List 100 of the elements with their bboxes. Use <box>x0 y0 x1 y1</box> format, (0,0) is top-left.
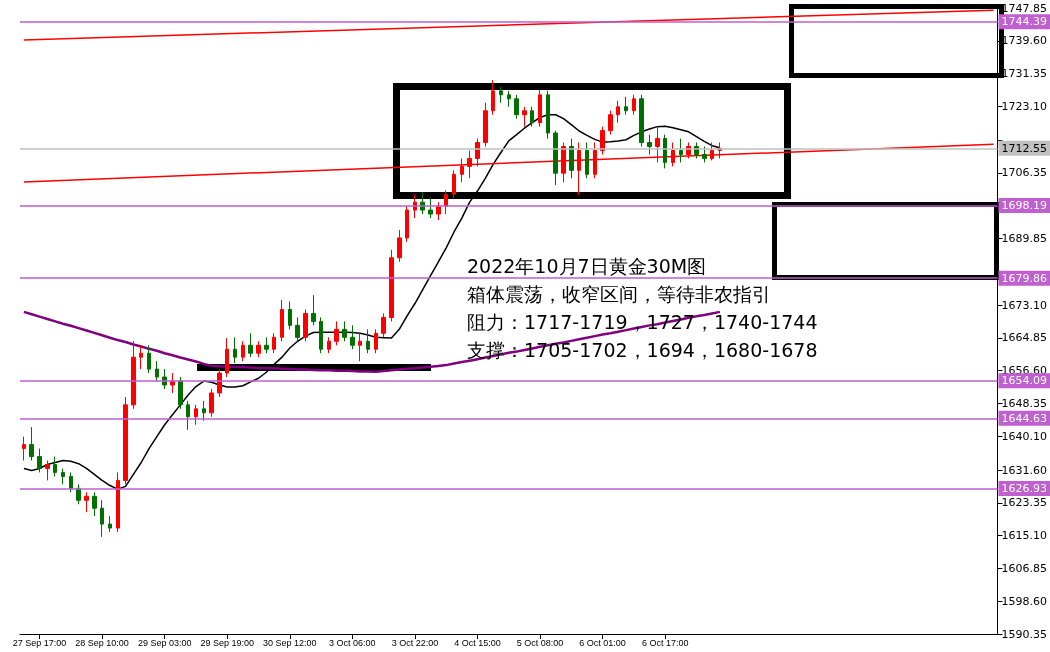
y-tick-label: 1631.60 <box>1001 463 1048 477</box>
ref-line-label: 1712.55 <box>1001 141 1048 155</box>
candlestick <box>29 426 34 462</box>
candlestick <box>428 197 433 219</box>
candlestick <box>92 491 97 517</box>
candlestick <box>342 320 347 342</box>
candlestick <box>225 337 229 378</box>
candlestick <box>295 316 300 342</box>
ref-line-label: 1626.93 <box>1001 482 1048 496</box>
candlestick <box>288 301 292 330</box>
candlestick <box>327 336 331 354</box>
candlestick <box>241 340 245 362</box>
x-tick-label: 30 Sep 12:00 <box>263 637 317 648</box>
candlestick <box>248 332 253 358</box>
candlestick <box>616 100 620 124</box>
candlestick <box>233 336 237 364</box>
candlestick <box>217 368 222 398</box>
candlestick <box>530 106 534 128</box>
candlestick <box>585 142 589 179</box>
candlestick <box>491 79 495 116</box>
y-tick-label: 1606.85 <box>1001 561 1048 575</box>
y-tick-label: 1623.35 <box>1001 496 1048 510</box>
x-tick-label: 29 Sep 03:00 <box>137 637 192 648</box>
candlestick <box>702 146 707 163</box>
annotation: 箱体震荡，收窄区间，等待非农指引 <box>467 282 772 307</box>
y-tick-label: 1706.35 <box>1001 166 1048 180</box>
candlestick <box>22 436 26 462</box>
y-tick-label: 1689.85 <box>1001 232 1048 246</box>
candlestick <box>264 336 269 354</box>
candlestick <box>679 138 683 163</box>
candlestick <box>366 328 370 354</box>
candlestick <box>608 110 613 136</box>
candlestick <box>444 189 448 215</box>
candlestick <box>514 94 519 120</box>
candlestick <box>147 344 151 374</box>
x-tick-label: 28 Sep 10:00 <box>75 637 129 648</box>
candlestick <box>397 229 402 263</box>
candlestick <box>389 249 394 322</box>
candlestick <box>483 102 488 148</box>
x-tick-label: 3 Oct 22:00 <box>391 637 439 648</box>
candlestick <box>280 299 284 342</box>
y-tick-label: 1615.10 <box>1001 529 1048 543</box>
x-tick-label: 3 Oct 06:00 <box>329 637 376 648</box>
candlestick <box>358 332 362 362</box>
candlestick <box>53 456 57 477</box>
candlestick <box>116 471 120 533</box>
candlestick <box>37 448 42 473</box>
candlestick <box>256 340 261 358</box>
candlestick <box>178 376 183 410</box>
candlestick <box>319 316 323 354</box>
y-tick-label: 1664.85 <box>1001 331 1048 345</box>
candlestick <box>639 94 644 148</box>
candlestick <box>131 340 136 410</box>
candlestick <box>194 404 198 426</box>
y-tick-label: 1648.35 <box>1001 396 1048 410</box>
candlestick <box>452 169 456 199</box>
candlestick <box>499 86 503 104</box>
candlestick <box>186 400 190 431</box>
y-tick-label: 1731.35 <box>1001 67 1048 81</box>
ref-line-label: 1679.86 <box>1001 271 1048 285</box>
x-tick-label: 5 Oct 08:00 <box>516 637 564 648</box>
ref-line-label: 1744.39 <box>1001 15 1048 29</box>
y-tick-label: 1590.35 <box>1001 627 1048 641</box>
candlestick <box>522 106 527 128</box>
ref-line-label: 1698.19 <box>1001 198 1048 212</box>
candlestick <box>624 96 628 116</box>
y-tick-label: 1723.10 <box>1001 99 1048 113</box>
candlestick <box>334 320 339 346</box>
y-tick-label: 1747.85 <box>1001 1 1048 15</box>
y-tick-label: 1673.10 <box>1001 298 1048 312</box>
y-tick-label: 1598.60 <box>1001 594 1048 608</box>
candlestick <box>61 467 65 485</box>
candlestick <box>202 400 206 422</box>
candlestick <box>553 130 558 186</box>
x-tick-label: 27 Sep 17:00 <box>12 637 67 648</box>
candlestick <box>311 294 316 326</box>
x-tick-label: 6 Oct 17:00 <box>641 637 689 648</box>
candlestick <box>507 90 511 108</box>
candlestick <box>632 94 636 116</box>
candlestick <box>45 460 50 481</box>
candlestick <box>436 201 441 221</box>
candlestick <box>100 499 104 538</box>
x-tick-label: 4 Oct 15:00 <box>454 637 501 648</box>
candlestick <box>350 324 355 350</box>
candlestick <box>546 90 550 140</box>
candlestick <box>108 515 112 533</box>
candlestick <box>69 471 73 493</box>
candlestick <box>374 328 378 354</box>
candlestick <box>538 89 542 128</box>
candlestick <box>467 149 472 179</box>
candlestick <box>123 396 128 485</box>
candlestick <box>139 344 143 370</box>
candlestick <box>155 360 159 382</box>
candlestick <box>209 388 214 418</box>
x-tick-label: 6 Oct 01:00 <box>579 637 626 648</box>
candlestick <box>405 205 409 243</box>
candlestick <box>303 308 308 342</box>
candlestick <box>272 332 276 354</box>
y-tick-label: 1640.10 <box>1001 429 1048 443</box>
candlestick <box>381 312 386 338</box>
